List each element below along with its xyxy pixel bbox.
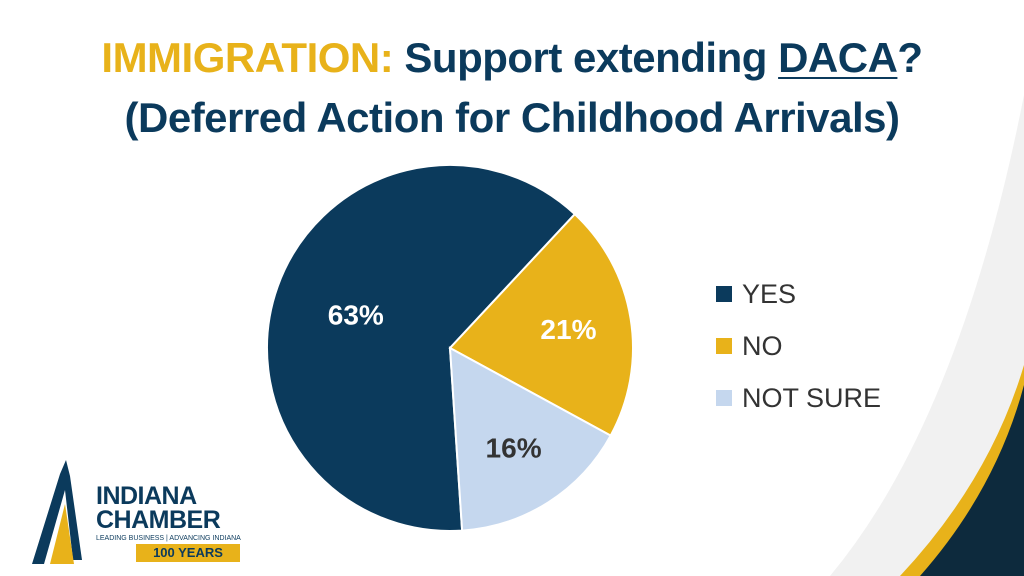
title-question-mark: ? bbox=[897, 34, 923, 81]
pie-label-not-sure: 16% bbox=[486, 432, 542, 463]
logo-line-2: CHAMBER bbox=[96, 506, 221, 534]
legend-swatch-no bbox=[716, 338, 732, 354]
pie-slice-yes bbox=[266, 164, 577, 532]
title-line-1: IMMIGRATION: Support extending DACA? bbox=[0, 28, 1024, 88]
legend-label-yes: YES bbox=[742, 278, 797, 309]
legend-label-not-sure: NOT SURE bbox=[742, 382, 882, 413]
legend-swatch-not-sure bbox=[716, 390, 732, 406]
legend-label-no: NO bbox=[742, 330, 783, 361]
logo-tagline: LEADING BUSINESS | ADVANCING INDIANA bbox=[96, 535, 241, 542]
page-title: IMMIGRATION: Support extending DACA? (De… bbox=[0, 28, 1024, 148]
legend-item-no: NO bbox=[716, 320, 881, 372]
logo-line-1: INDIANA bbox=[96, 482, 197, 510]
title-line-2: (Deferred Action for Childhood Arrivals) bbox=[124, 94, 900, 141]
title-acronym: DACA bbox=[778, 34, 898, 81]
pie-slice-not-sure bbox=[448, 346, 613, 532]
logo-spire-icon bbox=[32, 460, 82, 564]
legend-item-yes: YES bbox=[716, 268, 881, 320]
chart-legend: YES NO NOT SURE bbox=[716, 268, 881, 424]
indiana-chamber-logo: INDIANA CHAMBER LEADING BUSINESS | ADVAN… bbox=[28, 460, 258, 566]
pie-slice-no bbox=[448, 212, 634, 437]
pie-label-no: 21% bbox=[540, 314, 596, 345]
title-question: Support extending bbox=[404, 34, 767, 81]
pie-label-yes: 63% bbox=[328, 299, 384, 330]
logo-100-years-badge: 100 YEARS bbox=[136, 544, 240, 562]
legend-item-not-sure: NOT SURE bbox=[716, 372, 881, 424]
title-topic: IMMIGRATION: bbox=[101, 34, 394, 81]
legend-swatch-yes bbox=[716, 286, 732, 302]
